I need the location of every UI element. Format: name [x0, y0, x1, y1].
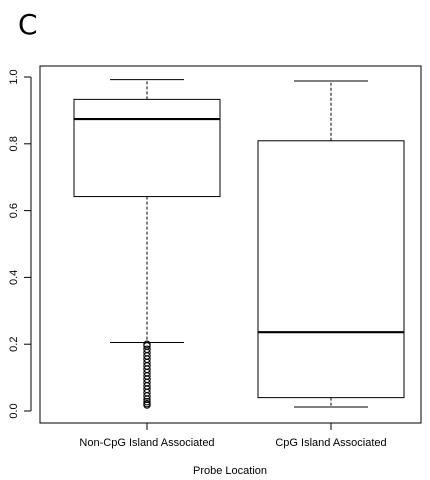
x-axis: Non-CpG Island Associated CpG Island Asso… — [79, 422, 387, 449]
iqr-box — [73, 98, 221, 198]
x-tick-label: CpG Island Associated — [275, 437, 386, 449]
y-tick-label: 0.8 — [8, 136, 20, 151]
y-tick-label: 1.0 — [8, 69, 20, 84]
x-axis-label: Probe Location — [193, 465, 267, 477]
box-non-cpg — [73, 79, 221, 409]
outlier-point — [143, 401, 151, 409]
outlier-point — [143, 395, 151, 404]
y-tick-label: 0.2 — [8, 337, 20, 352]
boxes-group — [73, 79, 405, 409]
y-tick-label: 0.6 — [8, 203, 20, 218]
y-tick-label: 0.0 — [8, 403, 20, 418]
x-tick-label: Non-CpG Island Associated — [79, 437, 214, 449]
y-axis: 0.0 0.2 0.4 0.6 0.8 1.0 — [8, 69, 32, 419]
outlier-point — [143, 397, 151, 406]
y-tick-label: 0.4 — [8, 270, 20, 285]
box-cpg — [257, 80, 405, 408]
outlier-point — [143, 392, 151, 400]
panel-label: C — [18, 8, 38, 41]
iqr-box — [257, 140, 405, 399]
